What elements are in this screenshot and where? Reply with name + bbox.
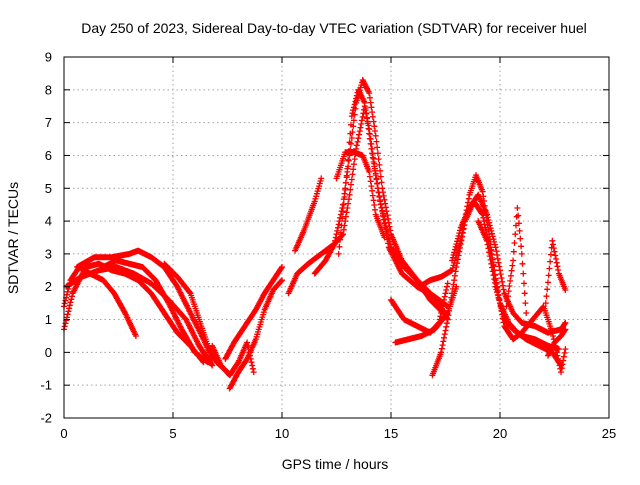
x-axis-label: GPS time / hours	[282, 456, 389, 472]
x-tick-label: 25	[602, 426, 616, 441]
series-track-19	[449, 191, 569, 336]
x-tick-label: 20	[493, 426, 507, 441]
series-track-22	[542, 237, 569, 307]
series-track-8	[226, 277, 285, 392]
series-markers	[545, 326, 569, 359]
y-tick-label: 3	[45, 246, 52, 261]
series-markers	[100, 257, 211, 366]
x-tick-label: 15	[384, 426, 398, 441]
series-track-23	[545, 326, 569, 359]
y-tick-label: 9	[45, 50, 52, 65]
y-tick-label: -2	[40, 411, 52, 426]
y-tick-label: 2	[45, 279, 52, 294]
series-markers	[226, 277, 285, 392]
series-markers	[209, 339, 257, 379]
series-track-4	[74, 247, 216, 362]
y-tick-label: 5	[45, 181, 52, 196]
series-markers	[333, 149, 388, 241]
plot-frame	[63, 56, 610, 419]
chart-title: Day 250 of 2023, Sidereal Day-to-day VTE…	[81, 20, 587, 36]
y-tick-label: 4	[45, 214, 52, 229]
series-track-5	[100, 257, 211, 366]
series-track-11	[292, 175, 325, 254]
y-tick-label: 0	[45, 345, 52, 360]
series-markers	[292, 175, 325, 254]
x-tick-label: 10	[275, 426, 289, 441]
ticks: 0 5 10 15 20 25 -2 -1 0 1 2 3 4 5 6 7 8 9	[40, 50, 616, 442]
series-track-7	[222, 264, 285, 362]
y-tick-label: 7	[45, 115, 52, 130]
x-tick-label: 0	[60, 426, 67, 441]
y-tick-label: 8	[45, 82, 52, 97]
series-track-9	[209, 339, 257, 379]
series-markers	[222, 264, 285, 362]
y-tick-label: -1	[40, 378, 52, 393]
series-markers	[503, 205, 530, 316]
series-markers	[449, 191, 569, 336]
x-tick-label: 5	[169, 426, 176, 441]
y-tick-label: 1	[45, 312, 52, 327]
series-layer	[61, 77, 569, 392]
y-axis-label: SDTVAR / TECUs	[5, 182, 21, 294]
series-track-14	[333, 149, 388, 241]
series-markers	[542, 237, 569, 307]
series-markers	[74, 247, 216, 362]
series-track-21	[503, 205, 530, 316]
y-tick-label: 6	[45, 148, 52, 163]
